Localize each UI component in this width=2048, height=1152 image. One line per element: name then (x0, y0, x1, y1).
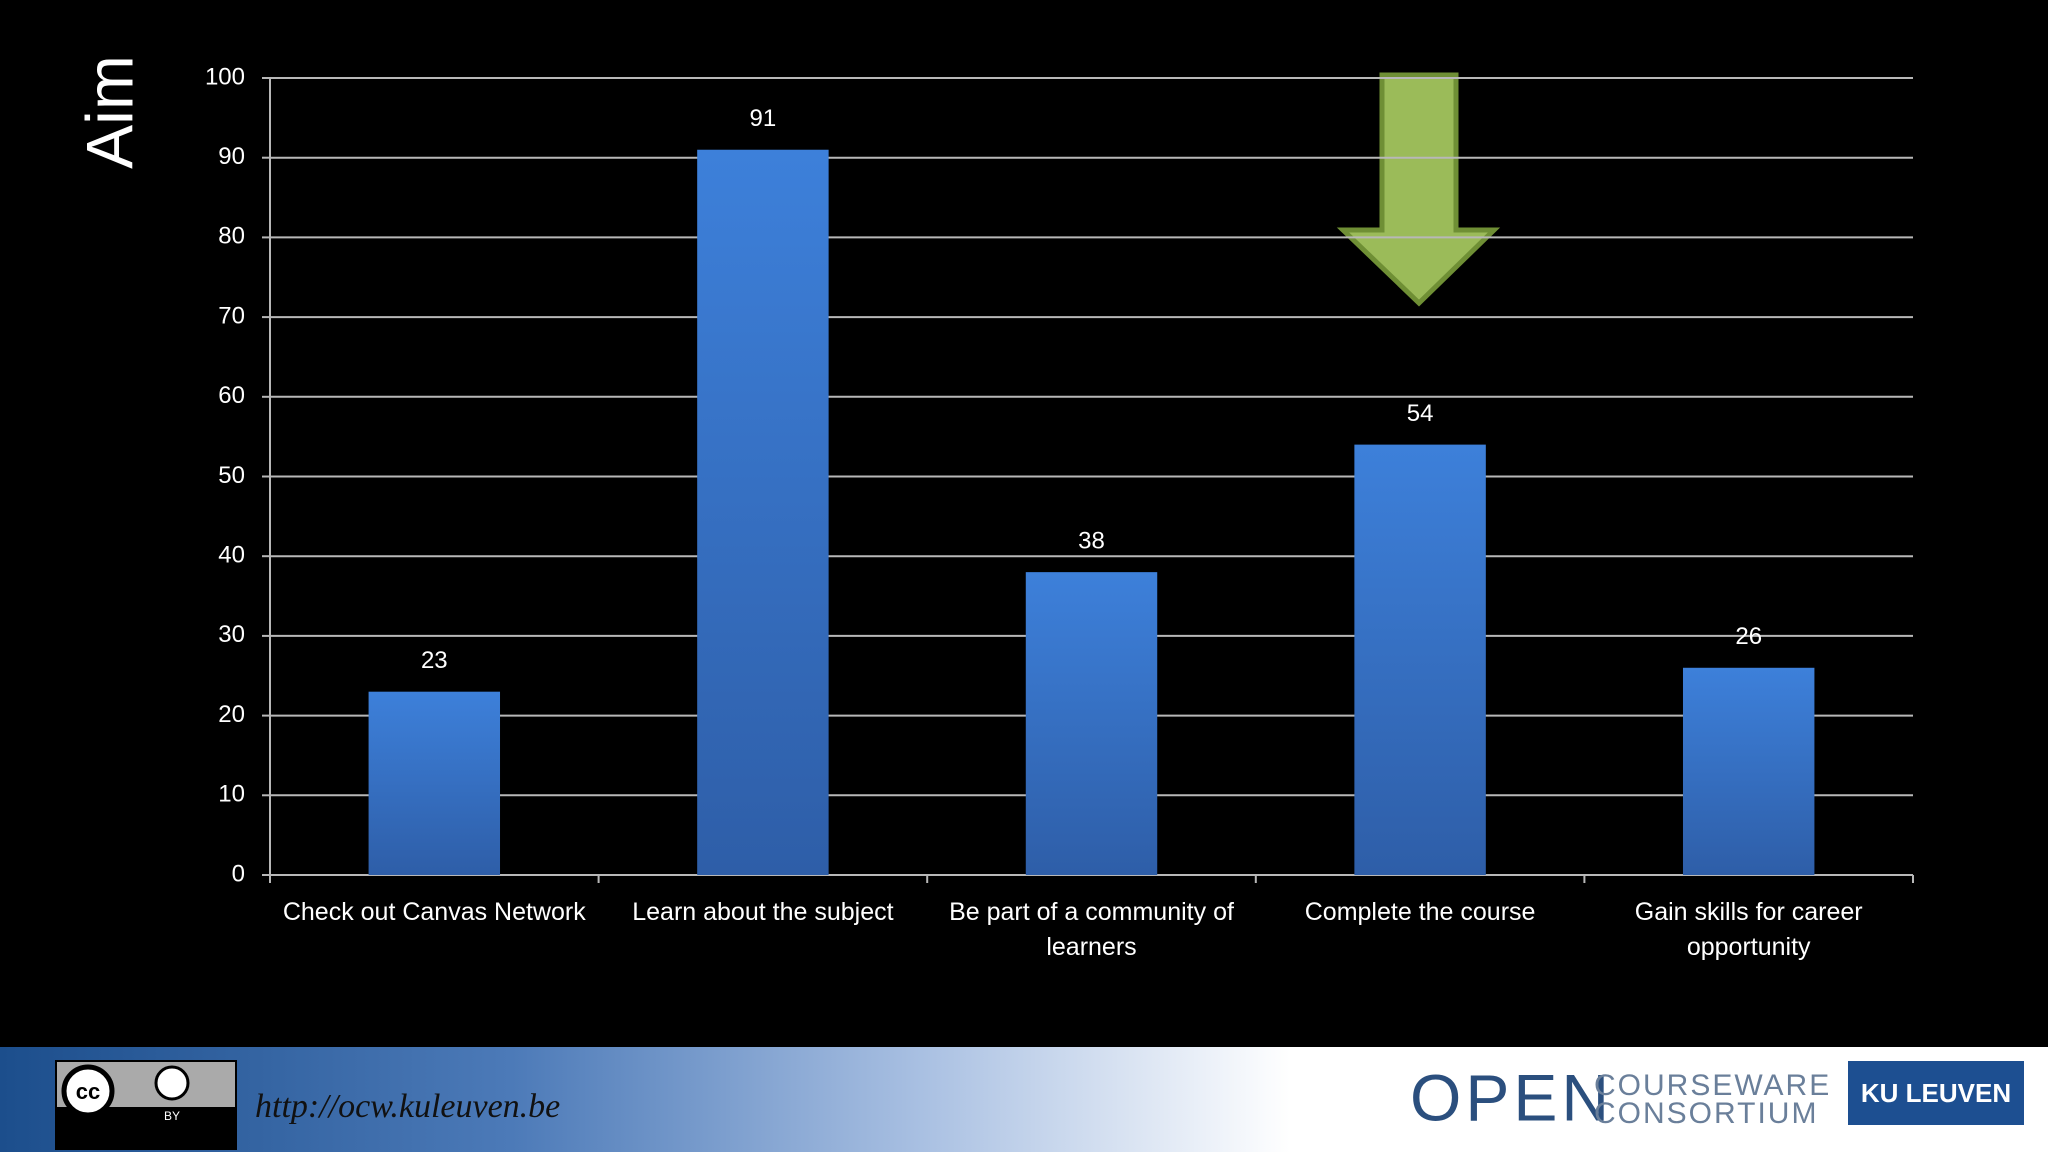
license-label: BY (164, 1109, 180, 1123)
ocw-courseware: COURSEWARE (1594, 1069, 1831, 1102)
value-label: 54 (1407, 400, 1434, 427)
value-label: 38 (1078, 527, 1105, 554)
value-label: 91 (750, 105, 777, 132)
y-tick-label: 20 (218, 701, 245, 728)
y-tick-label: 60 (218, 382, 245, 409)
x-tick-label: Gain skills for career opportunity (1634, 898, 1863, 961)
bar (697, 149, 829, 876)
footer: cc BY http://ocw.kuleuven.be OPEN COURSE… (0, 1047, 2048, 1152)
bar (1682, 667, 1815, 875)
y-tick-label: 90 (218, 143, 245, 170)
y-tick-label: 10 (218, 781, 245, 808)
footer-graphics: cc BY http://ocw.kuleuven.be OPEN COURSE… (55, 1060, 2024, 1150)
y-tick-label: 50 (218, 462, 245, 489)
ku-logo (1848, 1061, 2024, 1125)
x-tick-label: Check out Canvas Network (282, 898, 586, 926)
x-tick-label: Complete the course (1304, 898, 1536, 926)
chart: Aim 0 10 20 30 40 50 60 70 80 90 100 23 91 38 54 26 (72, 55, 1914, 887)
y-tick-label: 30 (218, 621, 245, 648)
bar (1354, 444, 1486, 875)
y-tick-label: 100 (205, 63, 245, 90)
bar (368, 691, 501, 875)
x-tick-label: Be part of a community of learners (949, 898, 1234, 961)
chart-title: Aim (72, 55, 146, 169)
y-tick-label: 40 (218, 542, 245, 569)
ocw-consortium: CONSORTIUM (1594, 1097, 1818, 1130)
value-label: 26 (1735, 623, 1762, 650)
by-icon (154, 1065, 190, 1101)
cc-icon-text: cc (76, 1079, 100, 1104)
university: KU LEUVEN (1861, 1078, 2011, 1108)
value-label: 23 (421, 647, 448, 674)
y-tick-label: 70 (218, 302, 245, 329)
cc-icon (61, 1064, 115, 1118)
ocw-open: OPEN (1410, 1060, 1613, 1134)
bar (1025, 572, 1158, 875)
y-tick-label: 0 (232, 860, 245, 887)
y-tick-label: 80 (218, 223, 245, 250)
url: http://ocw.kuleuven.be (255, 1088, 560, 1125)
x-tick-label: Learn about the subject (632, 898, 894, 926)
highlight-arrow (1336, 72, 1501, 307)
